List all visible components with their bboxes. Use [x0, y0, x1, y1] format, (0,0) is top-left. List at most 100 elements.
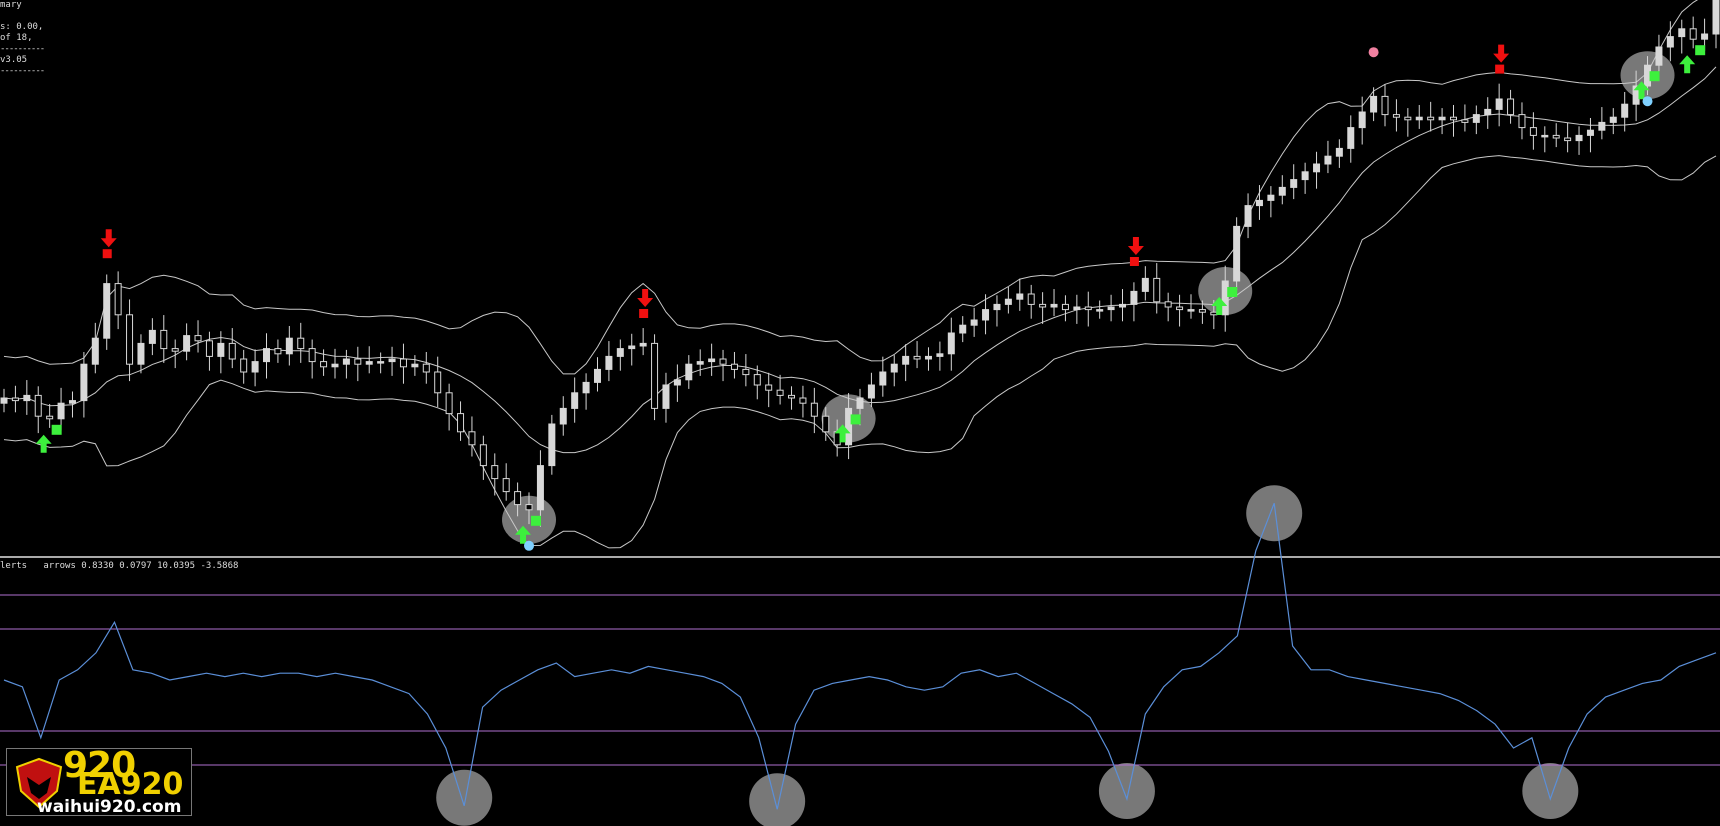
buy-square-marker	[1227, 287, 1238, 297]
candle	[502, 463, 510, 501]
candle-body	[263, 348, 271, 363]
candle	[1278, 175, 1286, 205]
watermark-big-text: 920	[63, 748, 136, 786]
candle	[1119, 289, 1127, 322]
candle	[11, 385, 19, 413]
info-line: ----------	[0, 44, 45, 54]
candle-body	[103, 283, 111, 339]
candle-body	[377, 361, 385, 364]
candle	[1084, 291, 1092, 327]
highlight-circle	[749, 773, 806, 826]
candle	[320, 349, 328, 376]
candle-body	[34, 394, 42, 417]
candle-body	[1392, 114, 1400, 118]
candle	[285, 325, 293, 366]
candle	[228, 328, 236, 369]
candle	[1107, 294, 1115, 322]
buy-arrow-icon	[1633, 81, 1650, 100]
buy-arrow-icon	[515, 525, 532, 544]
candle-body	[1461, 119, 1469, 123]
candle-body	[228, 342, 236, 360]
candle	[1564, 122, 1572, 153]
candle-body	[593, 368, 601, 383]
candle-body	[1701, 33, 1709, 40]
candle	[23, 380, 31, 415]
candle-body	[1221, 280, 1229, 316]
candle	[1404, 108, 1412, 137]
candle-body	[205, 340, 213, 357]
signal-markers	[35, 44, 1706, 551]
candle-body	[354, 358, 362, 365]
sell-square-marker	[102, 249, 112, 259]
candle	[1130, 282, 1138, 322]
candle	[662, 372, 670, 423]
candle	[388, 346, 396, 376]
watermark-url: waihui920.com	[37, 797, 182, 816]
info-panel: mary s: 0.00, of 18, ---------- v3.05 --…	[0, 0, 45, 77]
candle-body	[514, 491, 522, 506]
candle	[1176, 294, 1184, 327]
sell-arrow-icon	[1127, 237, 1144, 255]
bollinger-bands	[3, 0, 1717, 549]
candle-body	[308, 348, 316, 363]
candle-body	[822, 415, 830, 433]
sell-arrow-icon	[100, 229, 117, 248]
candle	[1301, 162, 1309, 194]
candle-body	[890, 363, 898, 373]
candle-body	[1564, 137, 1572, 142]
candle-body	[1655, 46, 1663, 66]
candle-body	[1141, 277, 1149, 292]
candle	[1187, 294, 1195, 319]
candle	[46, 403, 54, 428]
lower-band	[3, 155, 1717, 549]
candle-body	[1609, 116, 1617, 123]
candle-body	[1313, 163, 1321, 173]
candle	[1541, 126, 1549, 153]
candle-body	[1335, 147, 1343, 157]
candle	[160, 315, 168, 363]
candle	[571, 377, 579, 423]
candle	[1027, 284, 1035, 319]
candle	[194, 320, 202, 353]
candle	[126, 299, 134, 382]
sell-arrow-icon	[637, 289, 654, 307]
oscillator-path	[3, 502, 1717, 810]
candle-body	[1210, 311, 1218, 316]
candle	[297, 322, 305, 363]
candle-body	[80, 363, 88, 402]
candle	[1267, 186, 1275, 218]
candle	[1392, 99, 1400, 132]
candle-body	[1666, 36, 1674, 48]
candle	[673, 364, 681, 402]
candle-body	[616, 348, 624, 357]
candle	[1061, 295, 1069, 322]
candle	[1484, 97, 1492, 129]
candle	[411, 355, 419, 376]
candle-body	[171, 348, 179, 352]
candle-body	[1073, 306, 1081, 311]
upper-band	[3, 0, 1699, 375]
candle	[377, 352, 385, 374]
candle-body	[46, 415, 54, 420]
candle-body	[1518, 114, 1526, 129]
candle	[593, 357, 601, 392]
candle-body	[1255, 199, 1263, 207]
candle	[788, 386, 796, 410]
candle	[1575, 126, 1583, 155]
candle	[34, 386, 42, 434]
candle-body	[1233, 225, 1241, 282]
pink-dot-marker	[1368, 47, 1379, 58]
candle-body	[388, 358, 396, 363]
candle-body	[605, 355, 613, 370]
candle-body	[696, 361, 704, 365]
candle	[205, 331, 213, 371]
candle-body	[1290, 179, 1298, 188]
candle	[1255, 185, 1263, 220]
candle-body	[1278, 186, 1286, 196]
candle	[1678, 19, 1686, 54]
candle	[1427, 101, 1435, 132]
candle	[982, 294, 990, 335]
buy-square-marker	[531, 515, 542, 526]
candle-body	[685, 363, 693, 381]
candle-body	[845, 407, 853, 446]
